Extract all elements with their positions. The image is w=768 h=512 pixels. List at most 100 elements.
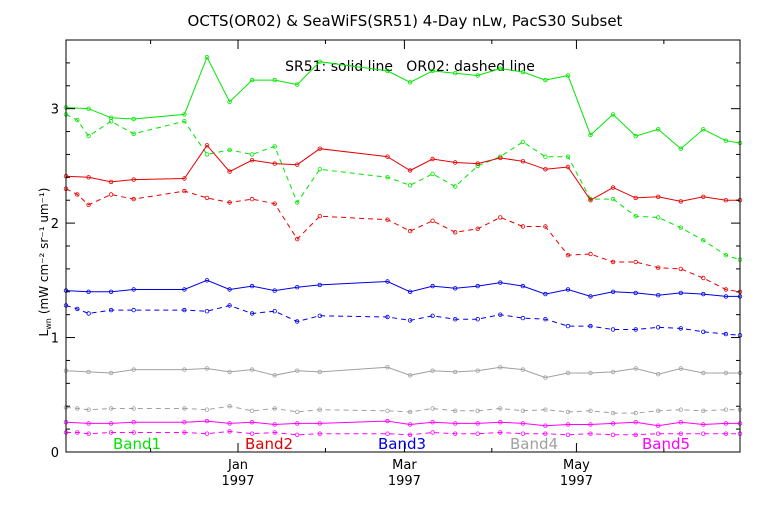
data-point <box>520 224 526 229</box>
data-point <box>182 112 187 117</box>
data-point <box>701 370 706 376</box>
data-point <box>430 313 435 318</box>
y-axis-label: Lwn (mW cm⁻² sr⁻¹ um⁻¹) <box>37 188 53 337</box>
data-point <box>498 155 503 161</box>
data-point <box>75 192 80 197</box>
data-point <box>182 188 187 194</box>
data-point <box>723 431 729 436</box>
data-point <box>272 288 277 293</box>
data-point <box>430 218 435 223</box>
data-point <box>249 152 255 157</box>
data-point <box>633 327 638 332</box>
data-point <box>678 266 683 272</box>
data-point <box>543 224 548 229</box>
data-point <box>656 408 661 413</box>
legend-band2: Band2 <box>245 435 293 453</box>
data-point <box>610 410 616 416</box>
x-tick-label: May <box>563 458 590 473</box>
plot-lines <box>63 55 743 437</box>
data-point <box>131 287 136 292</box>
data-point <box>295 82 300 87</box>
data-point <box>204 55 210 60</box>
data-point <box>272 373 277 378</box>
data-point <box>723 197 729 203</box>
data-point <box>182 176 187 181</box>
data-point <box>131 177 136 182</box>
data-point <box>520 139 526 145</box>
data-point <box>204 143 210 148</box>
series-line-band4-or02 <box>65 405 740 414</box>
data-point <box>475 431 480 436</box>
data-point <box>520 431 526 436</box>
data-point <box>227 200 232 205</box>
data-point <box>317 146 322 151</box>
data-point <box>204 431 210 436</box>
data-point <box>588 197 593 203</box>
data-point <box>272 77 277 83</box>
data-point <box>86 421 91 426</box>
data-point <box>565 370 571 376</box>
legend-band4: Band4 <box>510 435 558 453</box>
data-point <box>272 201 277 206</box>
data-point <box>588 431 593 436</box>
data-point <box>272 430 277 435</box>
data-point <box>656 325 661 330</box>
data-point <box>108 192 114 197</box>
data-point <box>498 312 503 317</box>
data-point <box>520 283 526 289</box>
series-line-band1-or02 <box>65 113 741 261</box>
data-point <box>543 375 548 380</box>
data-point <box>385 175 390 180</box>
data-point <box>565 164 571 170</box>
data-point <box>498 430 503 435</box>
data-point <box>723 331 729 337</box>
data-point <box>520 159 526 164</box>
data-point <box>543 423 548 428</box>
data-point <box>385 431 390 436</box>
data-point <box>86 407 91 412</box>
data-point <box>565 323 571 329</box>
data-point <box>227 429 232 434</box>
data-point <box>701 127 706 132</box>
data-point <box>633 290 638 296</box>
data-point <box>656 215 661 220</box>
data-point <box>565 432 571 437</box>
data-point <box>182 119 187 124</box>
data-point <box>543 317 548 322</box>
data-point <box>475 73 480 78</box>
data-point <box>498 215 503 220</box>
data-point <box>565 422 571 427</box>
data-point <box>610 432 616 437</box>
data-point <box>453 286 458 291</box>
data-point <box>227 369 232 375</box>
data-point <box>295 285 300 290</box>
data-point <box>701 431 706 436</box>
data-point <box>131 430 136 435</box>
data-point <box>227 99 232 104</box>
data-point <box>723 407 729 412</box>
data-point <box>678 420 683 425</box>
data-point <box>565 287 571 292</box>
data-point <box>86 289 91 294</box>
data-point <box>475 408 480 413</box>
data-point <box>75 406 80 411</box>
data-point <box>701 408 706 413</box>
data-point <box>407 168 413 173</box>
data-point <box>633 213 638 219</box>
data-point <box>108 119 114 124</box>
data-point <box>723 421 729 426</box>
data-point <box>633 420 638 425</box>
data-point <box>317 59 322 64</box>
data-point <box>723 370 729 376</box>
data-point <box>633 259 638 265</box>
series-line-band5-or02 <box>66 430 740 436</box>
data-point <box>678 366 683 371</box>
data-point <box>407 228 413 234</box>
data-point <box>430 156 435 162</box>
data-point <box>633 410 638 416</box>
series-line-band5-sr51 <box>65 420 740 427</box>
data-point <box>565 73 571 78</box>
x-tick-year: 1997 <box>221 474 254 489</box>
